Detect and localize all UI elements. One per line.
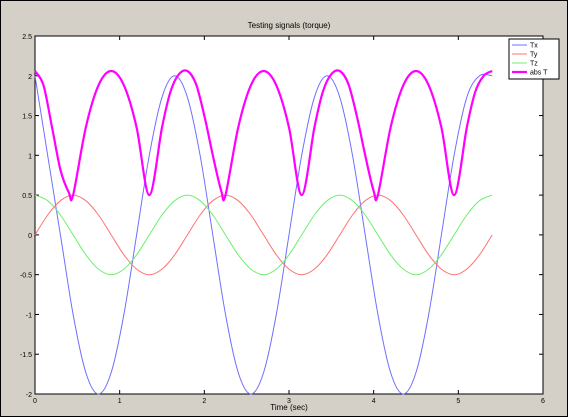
y-tick-label: 0.5 <box>22 193 32 200</box>
y-tick-label: 2 <box>28 74 32 81</box>
y-tick-label: 0 <box>28 233 32 240</box>
y-tick-label: -0.5 <box>20 273 32 280</box>
x-tick-label: 0 <box>33 398 37 405</box>
x-tick-label: 3 <box>287 398 291 405</box>
y-tick-label: 1 <box>28 153 32 160</box>
x-tick-label: 5 <box>456 398 460 405</box>
legend-label: Ty <box>530 52 538 59</box>
series-layer <box>34 69 493 395</box>
series-line-tz <box>34 194 493 276</box>
y-tick-label: -1 <box>26 312 32 319</box>
y-tick-label: -2 <box>26 392 32 399</box>
legend-label: abs T <box>530 70 548 77</box>
legend-label: Tx <box>530 43 538 50</box>
series-line-tx <box>34 73 493 395</box>
y-tick-label: -1.5 <box>20 352 32 359</box>
x-tick-label: 1 <box>118 398 122 405</box>
legend: Tx Ty Tz abs T <box>508 38 560 80</box>
x-axis-label: Time (sec) <box>270 403 308 412</box>
series-line-ty <box>34 194 493 276</box>
x-tick-label: 6 <box>541 398 545 405</box>
y-tick-label: 1.5 <box>22 114 32 121</box>
chart-title: Testing signals (torque) <box>248 21 331 30</box>
legend-label: Tz <box>530 61 538 68</box>
y-tick-label: 2.5 <box>22 34 32 41</box>
x-tick-label: 4 <box>372 398 376 405</box>
series-line-abs-t <box>34 69 493 202</box>
x-tick-label: 2 <box>202 398 206 405</box>
x-axis: 0 1 2 3 4 5 6 <box>33 36 545 405</box>
